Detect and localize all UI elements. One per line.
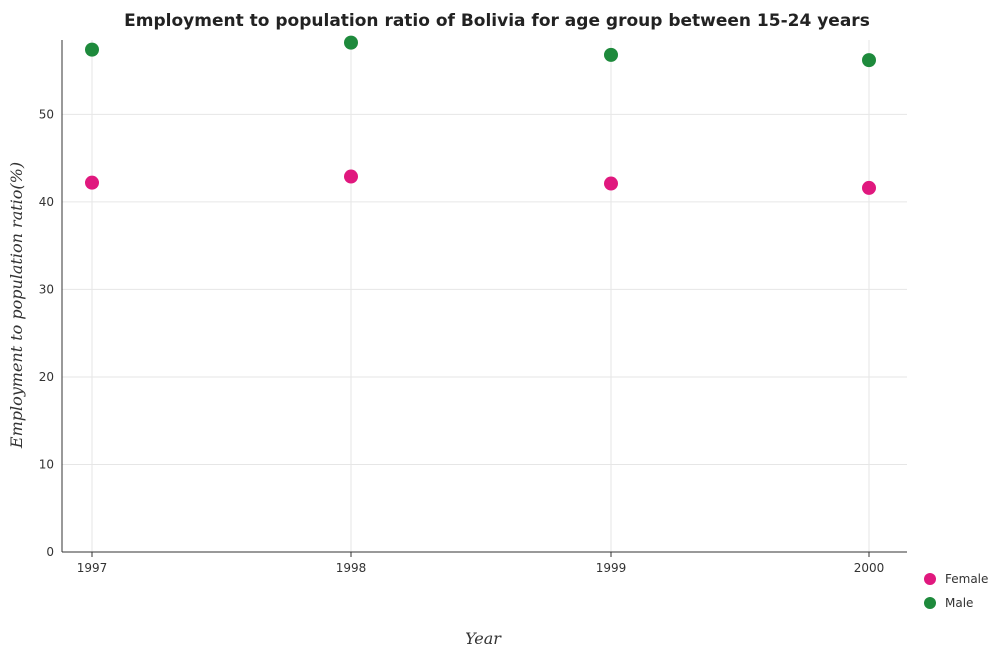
y-tick-label: 40	[39, 195, 54, 209]
y-tick-label: 30	[39, 282, 54, 296]
x-tick-label: 1998	[336, 561, 367, 575]
y-tick-label: 0	[46, 545, 54, 559]
legend-label-female: Female	[945, 572, 988, 586]
data-point-female	[604, 176, 618, 191]
legend-marker-male	[924, 597, 936, 609]
y-tick-label: 50	[39, 107, 54, 121]
y-tick-label: 10	[39, 457, 54, 471]
data-point-male	[344, 35, 358, 50]
x-tick-label: 2000	[854, 561, 885, 575]
legend-marker-female	[924, 573, 936, 585]
tick-labels: 0 10 20 30 40 50 1997 1998 1999 2000	[39, 107, 885, 575]
chart-title: Employment to population ratio of Bolivi…	[124, 11, 870, 31]
data-point-female	[85, 175, 99, 190]
data-point-male	[604, 47, 618, 62]
data-point-male	[85, 42, 99, 57]
legend: Female Male	[924, 572, 988, 610]
x-tick-label: 1999	[596, 561, 627, 575]
x-tick-label: 1997	[77, 561, 108, 575]
x-axis-label: Year	[465, 629, 502, 648]
grid	[62, 40, 907, 553]
y-axis-label: Employment to population ratio(%)	[7, 162, 26, 449]
legend-label-male: Male	[945, 596, 973, 610]
data-point-female	[862, 180, 876, 195]
axes	[61, 40, 907, 557]
data-points	[85, 35, 876, 195]
y-tick-label: 20	[39, 370, 54, 384]
data-point-male	[862, 53, 876, 68]
data-point-female	[344, 169, 358, 184]
